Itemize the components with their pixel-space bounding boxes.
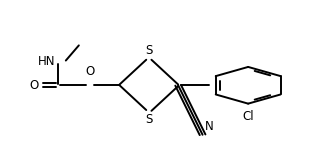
Text: HN: HN [38, 55, 55, 68]
Text: O: O [29, 79, 38, 92]
Text: N: N [205, 120, 214, 133]
Text: Cl: Cl [242, 110, 254, 123]
Text: O: O [86, 65, 95, 78]
Text: S: S [145, 44, 152, 57]
Text: S: S [145, 113, 152, 126]
